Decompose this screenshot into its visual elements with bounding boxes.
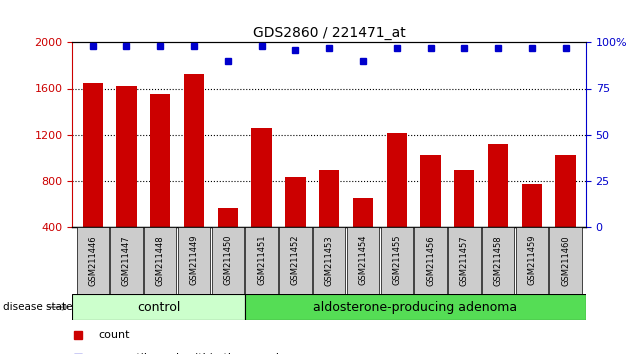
Text: GSM211458: GSM211458 [493,235,503,286]
FancyBboxPatch shape [72,294,244,320]
Text: GSM211452: GSM211452 [291,235,300,285]
Bar [522,184,542,227]
Bar [184,74,204,227]
Text: GSM211459: GSM211459 [527,235,536,285]
Text: aldosterone-producing adenoma: aldosterone-producing adenoma [313,301,517,314]
Bar [285,177,306,227]
FancyBboxPatch shape [448,227,481,294]
Bar [556,155,576,227]
FancyBboxPatch shape [381,227,413,294]
FancyBboxPatch shape [515,227,548,294]
Text: GSM211454: GSM211454 [358,235,367,285]
Bar [83,83,103,227]
FancyBboxPatch shape [346,227,379,294]
FancyBboxPatch shape [212,227,244,294]
Bar [117,86,137,227]
Text: GSM211456: GSM211456 [426,235,435,286]
Text: GSM211453: GSM211453 [324,235,334,286]
Text: GSM211451: GSM211451 [257,235,266,285]
Bar [387,133,407,227]
FancyBboxPatch shape [482,227,514,294]
Text: GSM211450: GSM211450 [224,235,232,285]
FancyBboxPatch shape [549,227,582,294]
Bar [353,198,373,227]
Bar [150,94,170,227]
FancyBboxPatch shape [313,227,345,294]
FancyBboxPatch shape [415,227,447,294]
Text: GSM211449: GSM211449 [190,235,198,285]
Text: GSM211457: GSM211457 [460,235,469,286]
Text: control: control [137,301,180,314]
Text: GSM211446: GSM211446 [88,235,97,286]
Text: GSM211460: GSM211460 [561,235,570,286]
Title: GDS2860 / 221471_at: GDS2860 / 221471_at [253,26,406,40]
Bar [218,208,238,227]
Text: GSM211447: GSM211447 [122,235,131,286]
Text: GSM211448: GSM211448 [156,235,165,286]
FancyBboxPatch shape [246,227,278,294]
FancyBboxPatch shape [244,294,586,320]
Bar [319,170,340,227]
Text: count: count [98,330,130,339]
Text: percentile rank within the sample: percentile rank within the sample [98,353,286,354]
Bar [420,155,440,227]
Text: disease state: disease state [3,302,72,312]
FancyBboxPatch shape [144,227,176,294]
FancyBboxPatch shape [110,227,143,294]
Text: GSM211455: GSM211455 [392,235,401,285]
Bar [488,144,508,227]
FancyBboxPatch shape [76,227,109,294]
Bar [251,128,272,227]
Bar [454,170,474,227]
FancyBboxPatch shape [178,227,210,294]
FancyBboxPatch shape [279,227,312,294]
